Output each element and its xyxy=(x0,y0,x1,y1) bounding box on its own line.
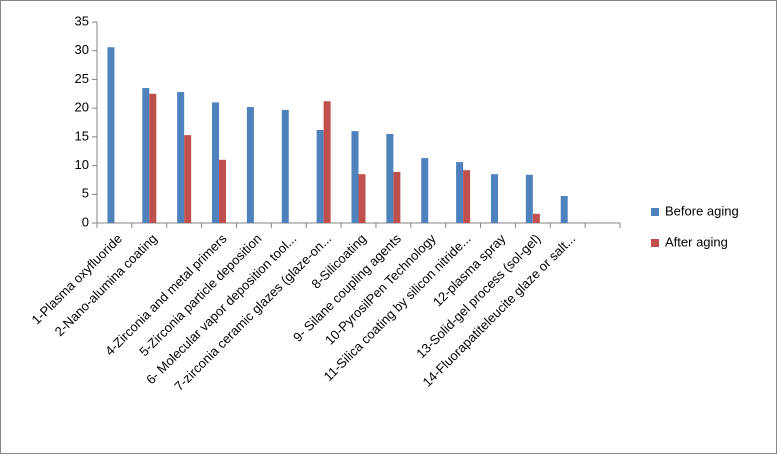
y-tick-label: 30 xyxy=(75,42,89,57)
bar xyxy=(463,170,471,223)
y-tick-label: 35 xyxy=(75,13,89,28)
bar xyxy=(421,158,429,223)
bar xyxy=(177,92,185,223)
bar xyxy=(560,196,568,223)
bar xyxy=(386,133,394,223)
bar xyxy=(323,101,331,223)
bar xyxy=(246,106,254,223)
bar xyxy=(149,93,157,224)
legend-label: After aging xyxy=(665,234,728,249)
legend-swatch xyxy=(651,208,659,216)
bar xyxy=(281,109,289,223)
y-tick-label: 10 xyxy=(75,157,89,172)
bar xyxy=(456,162,464,223)
bar xyxy=(212,102,220,223)
bar xyxy=(316,129,324,223)
bar xyxy=(184,135,192,223)
y-tick-label: 25 xyxy=(75,71,89,86)
bar xyxy=(351,131,359,223)
y-tick-label: 20 xyxy=(75,100,89,115)
y-tick-label: 5 xyxy=(82,186,89,201)
bar xyxy=(107,47,115,223)
bar xyxy=(142,88,150,224)
bar xyxy=(490,174,498,223)
bar xyxy=(219,159,227,223)
bar xyxy=(393,171,401,223)
y-tick-label: 0 xyxy=(82,214,89,229)
bar xyxy=(532,213,540,223)
bar xyxy=(525,174,533,223)
bar xyxy=(358,174,366,223)
legend-label: Before aging xyxy=(665,203,739,218)
legend-swatch xyxy=(651,239,659,247)
y-tick-label: 15 xyxy=(75,128,89,143)
